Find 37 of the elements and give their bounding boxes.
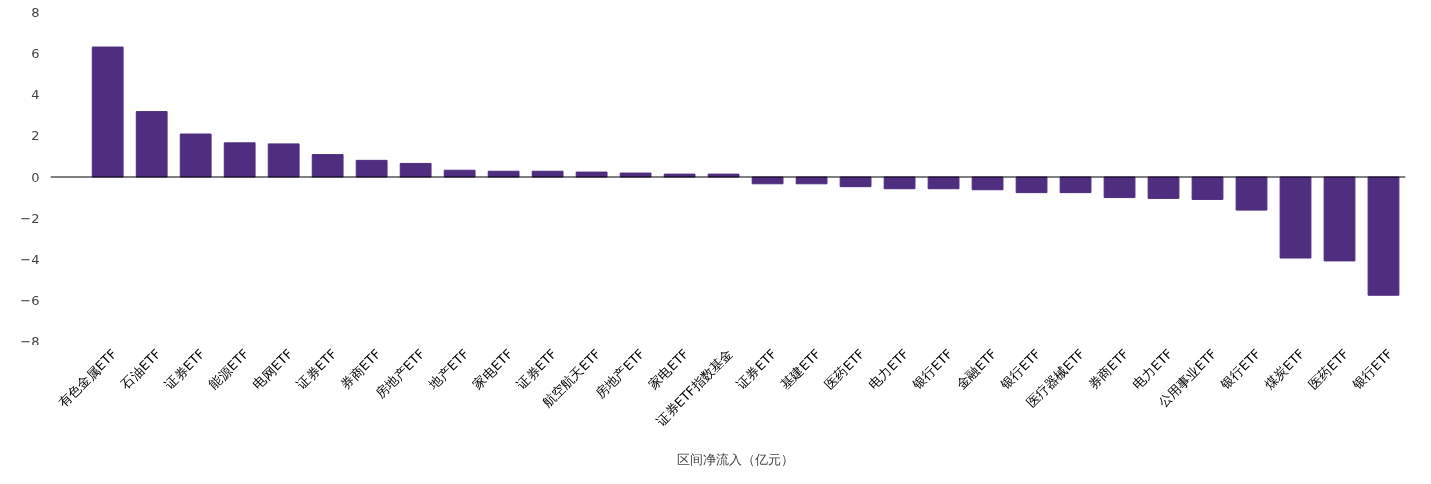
x-tick-label: 煤炭ETF	[1261, 346, 1308, 392]
bar	[1059, 176, 1092, 194]
bar	[223, 142, 256, 178]
y-tick-label: −6	[20, 292, 40, 308]
y-tick-label: 8	[31, 5, 40, 20]
x-tick-label: 银行ETF	[1217, 346, 1264, 393]
bar	[399, 162, 432, 178]
y-tick-label: 4	[31, 87, 40, 103]
bar	[179, 133, 212, 178]
bar	[267, 143, 300, 178]
bar	[1103, 176, 1136, 199]
bar	[355, 159, 388, 178]
bar	[135, 111, 168, 178]
x-tick-label: 银行ETF	[1349, 346, 1396, 393]
y-tick-label: −4	[20, 251, 40, 267]
bar	[1015, 176, 1048, 194]
x-tick-label: 证券ETF	[733, 346, 780, 392]
bar	[1147, 176, 1180, 199]
x-tick-label: 电力ETF	[865, 346, 912, 392]
bar	[1367, 176, 1400, 296]
x-tick-label: 银行ETF	[909, 346, 956, 393]
y-tick-label: 2	[31, 128, 40, 144]
x-tick-label: 医药ETF	[1305, 346, 1352, 392]
text: 区间净流入（亿元）	[676, 451, 794, 469]
y-tick-label: 0	[31, 169, 40, 185]
bar	[311, 154, 344, 178]
bar	[91, 46, 124, 178]
bar	[1323, 176, 1356, 262]
y-tick-label: −2	[20, 210, 40, 226]
x-tick-label: 券商ETF	[1085, 346, 1132, 392]
bar	[1279, 176, 1312, 259]
x-tick-label: 基建ETF	[777, 346, 824, 392]
x-tick-label: 医药ETF	[821, 346, 868, 392]
y-tick-label: −8	[20, 333, 40, 349]
y-tick-label: 6	[31, 46, 40, 62]
bar	[1191, 176, 1224, 200]
bar	[1235, 176, 1268, 211]
